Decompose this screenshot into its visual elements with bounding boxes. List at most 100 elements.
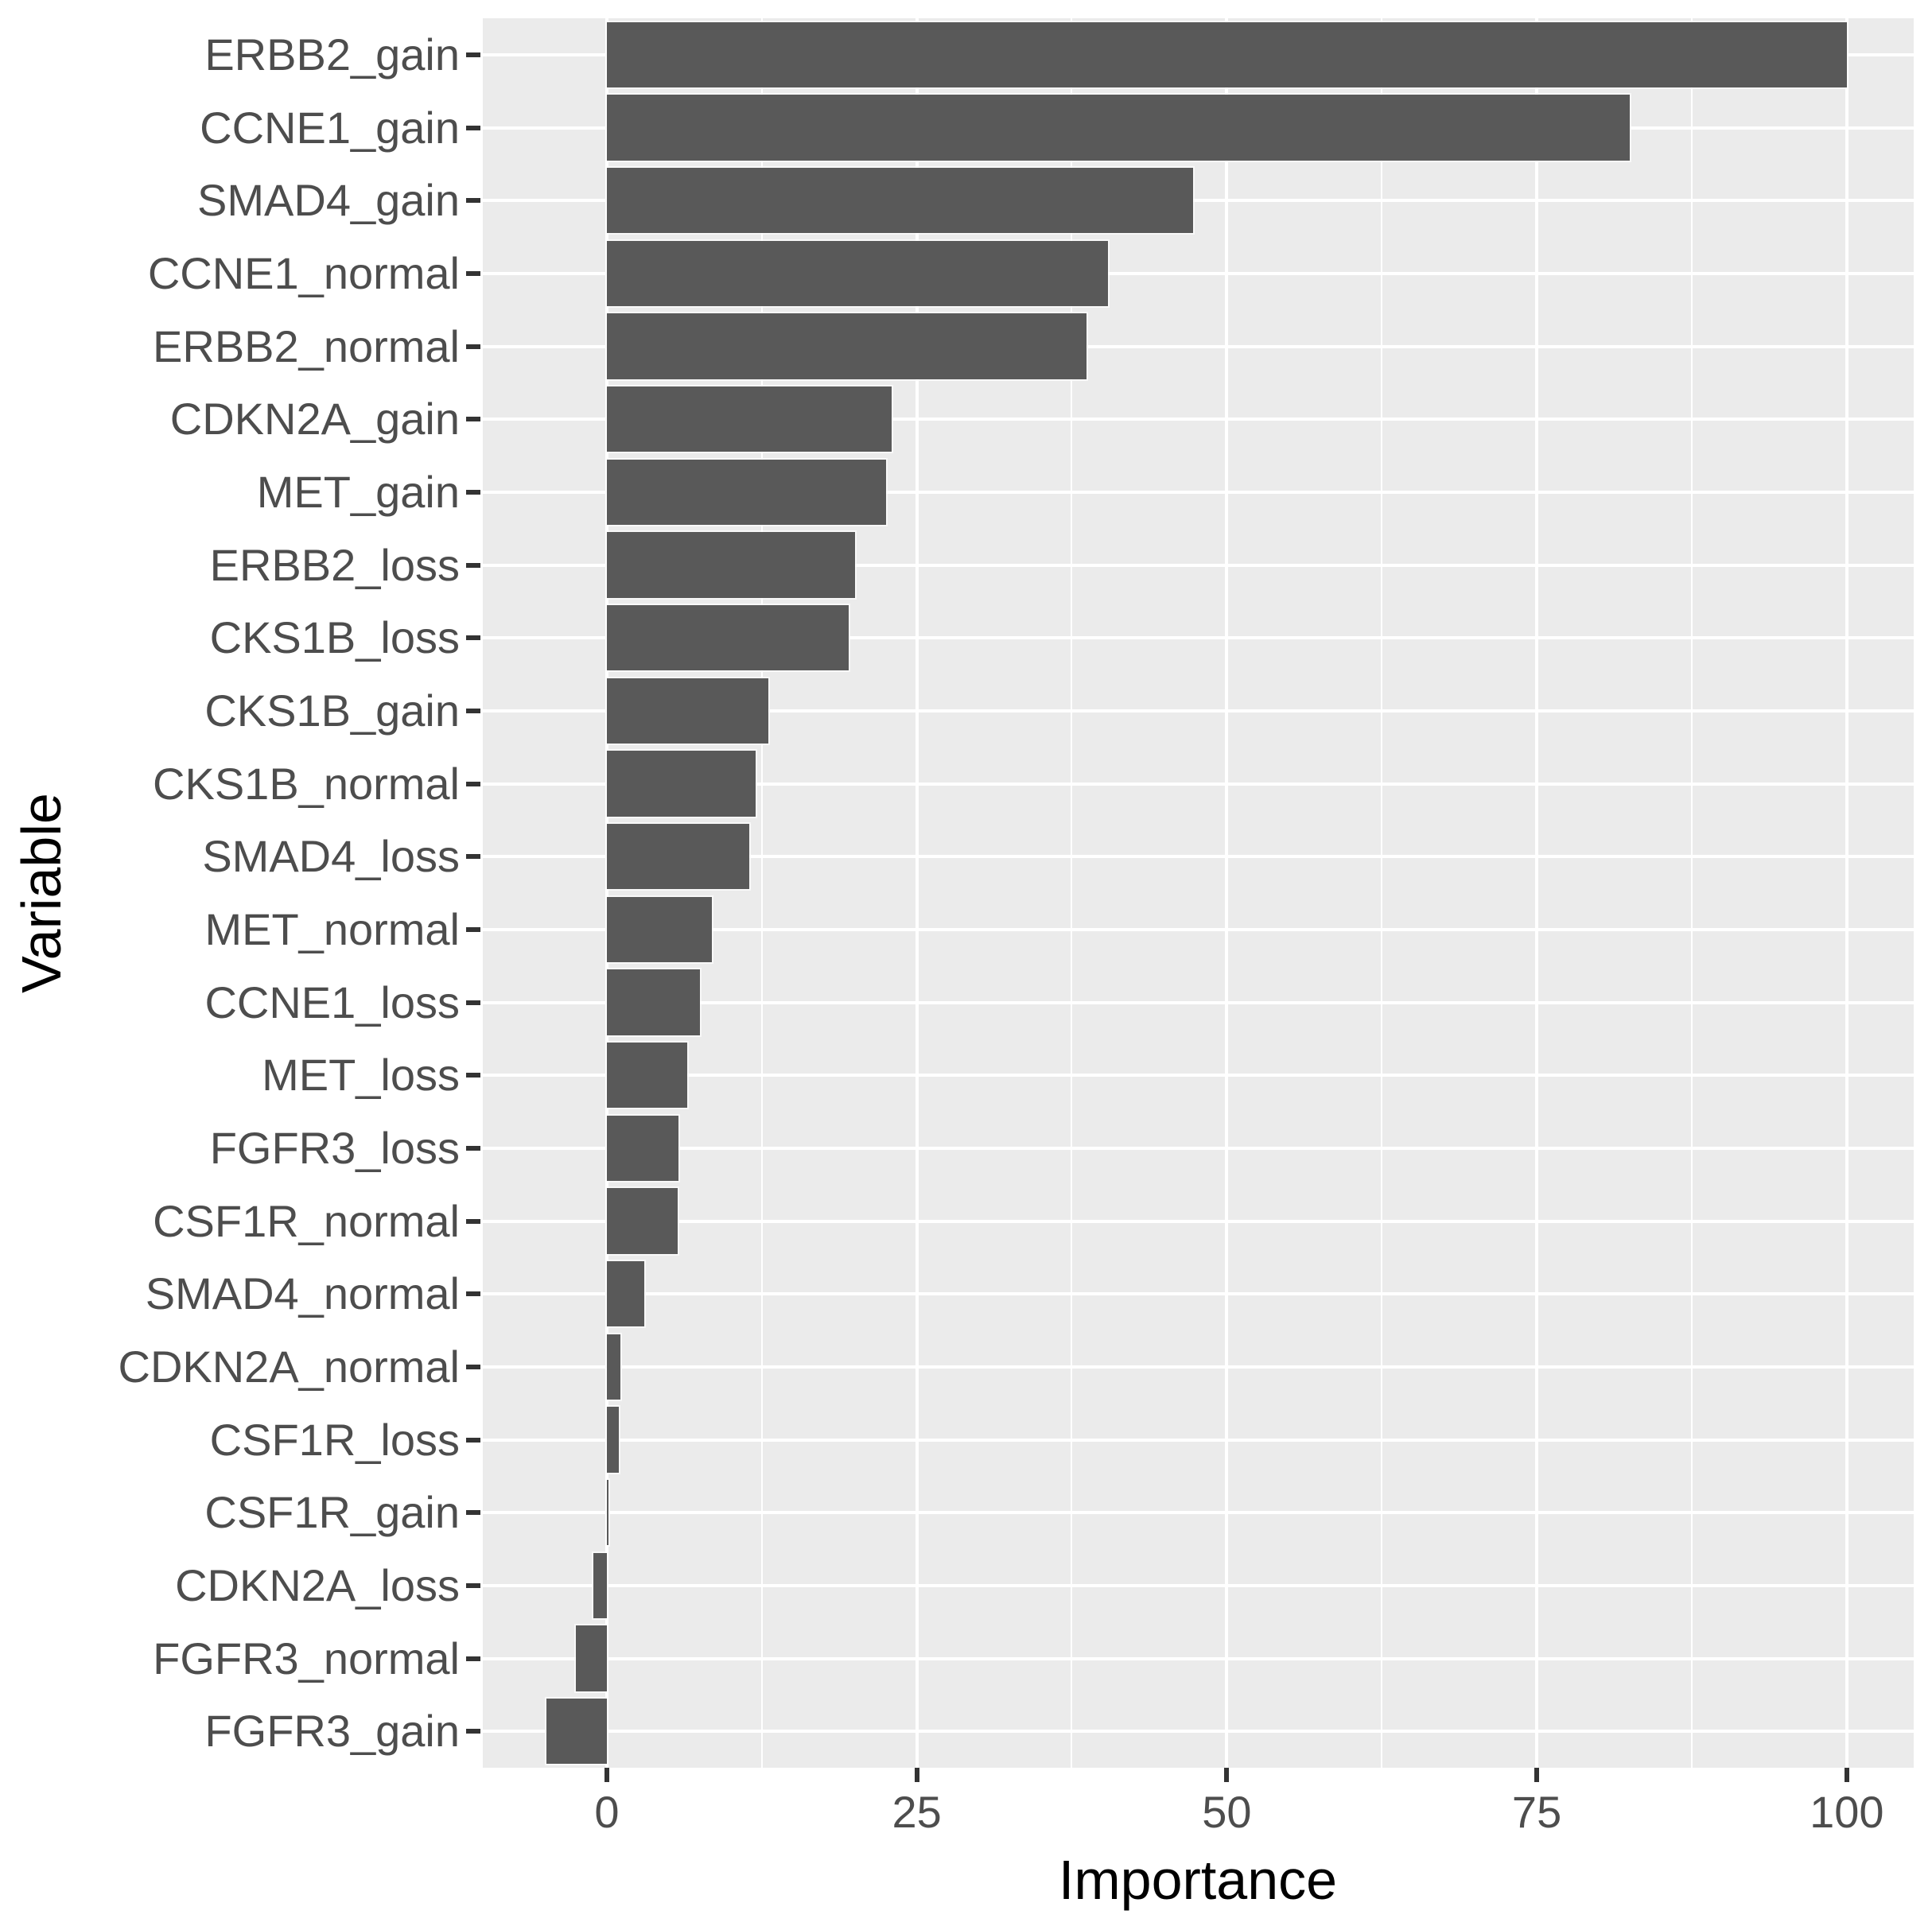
bar [606, 313, 1087, 379]
x-tick [1224, 1768, 1230, 1782]
y-tick-label: CKS1B_normal [153, 758, 460, 809]
y-tick-label: CCNE1_normal [147, 247, 460, 298]
y-tick [466, 344, 480, 349]
y-tick-label: FGFR3_loss [209, 1122, 460, 1173]
y-tick-label: CSF1R_loss [209, 1414, 460, 1465]
bar [606, 386, 892, 452]
y-tick-label: ERBB2_normal [153, 320, 460, 371]
bar [606, 95, 1630, 161]
bar [606, 1260, 644, 1327]
y-tick-label: FGFR3_normal [153, 1633, 460, 1683]
y-tick-label: CKS1B_loss [209, 612, 460, 663]
gridline-major [1845, 18, 1848, 1768]
y-tick [466, 1437, 480, 1443]
y-tick [466, 854, 480, 860]
bar [606, 1479, 609, 1546]
x-tick-label: 50 [1202, 1787, 1252, 1837]
y-tick [466, 926, 480, 932]
bar [606, 532, 855, 598]
row-gridline [483, 855, 1914, 859]
row-gridline [483, 1074, 1914, 1078]
x-tick-label: 25 [892, 1787, 942, 1837]
gridline-minor [1381, 18, 1383, 1768]
bar [606, 823, 750, 890]
row-gridline [483, 563, 1914, 567]
y-tick-label: MET_gain [256, 466, 460, 517]
bar [606, 167, 1194, 234]
y-tick [466, 781, 480, 786]
y-tick-label: ERBB2_gain [204, 29, 460, 80]
y-tick-label: FGFR3_gain [204, 1706, 460, 1757]
bar [606, 1115, 679, 1182]
row-gridline [483, 417, 1914, 421]
y-tick-label: MET_normal [204, 903, 460, 954]
row-gridline [483, 1511, 1914, 1515]
y-tick [466, 708, 480, 713]
y-tick [466, 1656, 480, 1661]
y-tick [466, 635, 480, 641]
y-tick [466, 1729, 480, 1734]
bar [606, 1407, 620, 1473]
y-tick [466, 1218, 480, 1224]
y-tick-label: SMAD4_loss [202, 831, 460, 882]
bar [606, 1188, 678, 1254]
y-tick-label: CCNE1_loss [204, 977, 460, 1027]
bar [606, 604, 849, 671]
bar [546, 1698, 607, 1765]
y-tick [466, 417, 480, 422]
row-gridline [483, 490, 1914, 494]
row-gridline [483, 636, 1914, 640]
row-gridline [483, 1000, 1914, 1004]
y-tick-label: CDKN2A_gain [169, 394, 460, 445]
bar [606, 969, 700, 1035]
gridline-major [915, 18, 919, 1768]
y-tick [466, 1582, 480, 1588]
row-gridline [483, 199, 1914, 203]
y-tick [466, 562, 480, 568]
x-tick-label: 75 [1511, 1787, 1562, 1837]
y-tick-label: CSF1R_gain [204, 1487, 460, 1538]
y-tick-label: ERBB2_loss [209, 539, 460, 590]
bar [575, 1625, 607, 1691]
y-tick-label: SMAD4_gain [197, 175, 460, 226]
bar [606, 1042, 688, 1109]
y-axis-title: Variable [10, 793, 72, 993]
row-gridline [483, 1438, 1914, 1442]
x-axis-title: Importance [1058, 1849, 1338, 1911]
y-tick-label: CSF1R_normal [153, 1195, 460, 1246]
y-tick [466, 1510, 480, 1516]
gridline-major [1225, 18, 1229, 1768]
y-tick-label: CKS1B_gain [204, 685, 460, 736]
gridline-major [1535, 18, 1539, 1768]
y-tick-label: CDKN2A_normal [118, 1341, 461, 1392]
bar [606, 240, 1108, 307]
row-gridline [483, 927, 1914, 931]
bar [606, 896, 713, 963]
row-gridline [483, 1146, 1914, 1150]
row-gridline [483, 782, 1914, 786]
bar [593, 1552, 607, 1619]
bar [606, 678, 768, 744]
bar [606, 751, 756, 817]
row-gridline [483, 1292, 1914, 1296]
row-gridline [483, 1219, 1914, 1223]
y-tick [466, 198, 480, 204]
y-tick [466, 125, 480, 130]
y-tick [466, 489, 480, 495]
chart-panel [483, 18, 1914, 1768]
y-tick-label: SMAD4_normal [145, 1268, 460, 1319]
row-gridline [483, 271, 1914, 275]
y-tick-label: CCNE1_gain [200, 102, 460, 153]
x-tick [914, 1768, 919, 1782]
y-tick [466, 1145, 480, 1151]
row-gridline [483, 709, 1914, 713]
y-tick [466, 1291, 480, 1297]
y-tick [466, 52, 480, 57]
y-tick [466, 270, 480, 276]
row-gridline [483, 1365, 1914, 1369]
x-tick-label: 100 [1810, 1787, 1884, 1837]
row-gridline [483, 344, 1914, 348]
y-tick [466, 1073, 480, 1078]
row-gridline [483, 1656, 1914, 1660]
